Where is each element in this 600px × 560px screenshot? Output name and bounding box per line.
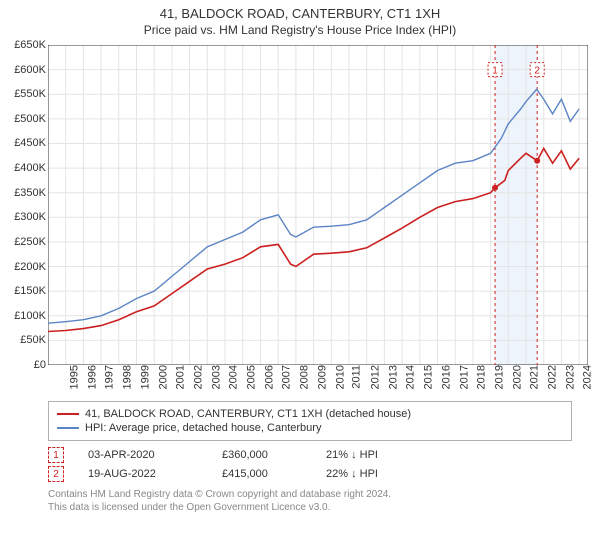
x-tick-label: 2008 — [299, 365, 311, 389]
x-tick-label: 2024 — [582, 365, 594, 389]
legend-row: 41, BALDOCK ROAD, CANTERBURY, CT1 1XH (d… — [57, 408, 563, 420]
x-tick-label: 1995 — [68, 365, 80, 389]
x-tick-label: 2011 — [351, 365, 363, 389]
x-tick-label: 2020 — [511, 365, 523, 389]
x-tick-label: 2010 — [334, 365, 346, 389]
sale-date: 19-AUG-2022 — [88, 468, 198, 480]
legend-row: HPI: Average price, detached house, Cant… — [57, 422, 563, 434]
sale-marker-list: 1 03-APR-2020 £360,000 21% ↓ HPI 2 19-AUG-202… — [48, 447, 572, 482]
y-tick-label: £400K — [14, 162, 46, 174]
sale-marker-row: 1 03-APR-2020 £360,000 21% ↓ HPI — [48, 447, 572, 463]
y-tick-label: £500K — [14, 113, 46, 125]
x-tick-label: 1997 — [104, 365, 116, 389]
chart-subtitle: Price paid vs. HM Land Registry's House … — [0, 23, 600, 37]
y-tick-label: £300K — [14, 211, 46, 223]
x-tick-label: 2009 — [316, 365, 328, 389]
footer-line: Contains HM Land Registry data © Crown c… — [48, 488, 572, 501]
x-tick-label: 2007 — [281, 365, 293, 389]
y-tick-label: £350K — [14, 187, 46, 199]
x-tick-label: 2004 — [228, 365, 240, 389]
sale-marker-badge: 1 — [48, 447, 64, 463]
x-tick-label: 2013 — [387, 365, 399, 389]
x-tick-label: 1999 — [139, 365, 151, 389]
y-tick-label: £0 — [34, 359, 46, 371]
x-tick-label: 2000 — [157, 365, 169, 389]
legend-label: 41, BALDOCK ROAD, CANTERBURY, CT1 1XH (d… — [85, 408, 411, 420]
y-tick-label: £100K — [14, 310, 46, 322]
sale-marker-row: 2 19-AUG-2022 £415,000 22% ↓ HPI — [48, 466, 572, 482]
x-tick-label: 2005 — [246, 365, 258, 389]
chart-area: £0£50K£100K£150K£200K£250K£300K£350K£400… — [48, 45, 588, 365]
x-tick-label: 2022 — [547, 365, 559, 389]
y-tick-label: £150K — [14, 285, 46, 297]
y-tick-label: £600K — [14, 64, 46, 76]
x-tick-label: 2016 — [440, 365, 452, 389]
x-tick-label: 1998 — [122, 365, 134, 389]
x-tick-label: 2021 — [529, 365, 541, 389]
x-tick-label: 2012 — [369, 365, 381, 389]
x-tick-label: 2002 — [192, 365, 204, 389]
legend-swatch — [57, 427, 79, 429]
legend-label: HPI: Average price, detached house, Cant… — [85, 422, 321, 434]
x-tick-label: 2006 — [263, 365, 275, 389]
sale-price: £415,000 — [222, 468, 302, 480]
sale-price: £360,000 — [222, 449, 302, 461]
svg-text:1: 1 — [492, 66, 498, 77]
x-tick-label: 2023 — [564, 365, 576, 389]
legend-swatch — [57, 413, 79, 415]
x-tick-label: 2001 — [175, 365, 187, 389]
x-tick-label: 2017 — [458, 365, 470, 389]
x-tick-label: 2003 — [210, 365, 222, 389]
footer-line: This data is licensed under the Open Gov… — [48, 501, 572, 514]
sale-marker-badge: 2 — [48, 466, 64, 482]
x-tick-label: 1996 — [86, 365, 98, 389]
x-tick-label: 2015 — [423, 365, 435, 389]
y-tick-label: £550K — [14, 88, 46, 100]
x-tick-label: 2018 — [476, 365, 488, 389]
y-tick-label: £200K — [14, 261, 46, 273]
sale-delta: 21% ↓ HPI — [326, 449, 378, 461]
chart-title: 41, BALDOCK ROAD, CANTERBURY, CT1 1XH — [0, 6, 600, 21]
svg-text:2: 2 — [534, 66, 540, 77]
y-tick-label: £650K — [14, 39, 46, 51]
y-tick-label: £50K — [20, 334, 46, 346]
x-tick-label: 2019 — [493, 365, 505, 389]
y-tick-label: £450K — [14, 137, 46, 149]
sale-delta: 22% ↓ HPI — [326, 468, 378, 480]
y-tick-label: £250K — [14, 236, 46, 248]
x-tick-label: 2014 — [405, 365, 417, 389]
sale-date: 03-APR-2020 — [88, 449, 198, 461]
footer-attribution: Contains HM Land Registry data © Crown c… — [48, 488, 572, 514]
legend: 41, BALDOCK ROAD, CANTERBURY, CT1 1XH (d… — [48, 401, 572, 441]
